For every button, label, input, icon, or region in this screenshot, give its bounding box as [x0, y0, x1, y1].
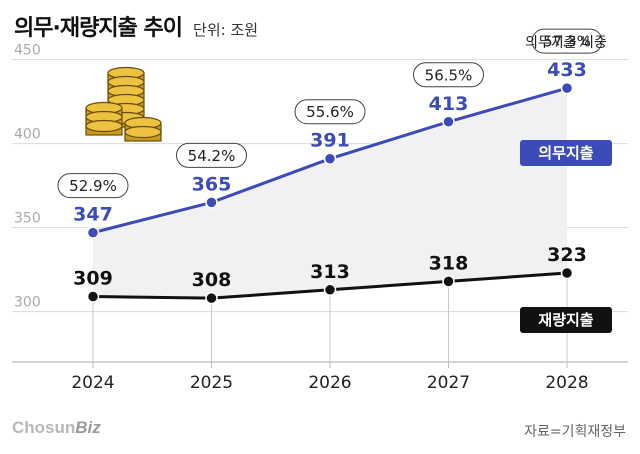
point-0-2024: [86, 226, 100, 239]
data-label-1-2027: 318: [429, 252, 469, 274]
point-1-2024: [86, 290, 100, 303]
point-0-2025: [205, 196, 218, 209]
point-1-2026: [323, 283, 337, 297]
data-label-0-2024: 347: [73, 204, 113, 226]
ratio-label-2028: 57.3%: [543, 33, 591, 51]
y-tick-450: 450: [14, 43, 41, 59]
data-label-1-2028: 323: [547, 244, 587, 266]
legend-discretionary-label: 재량지출: [538, 311, 593, 329]
y-tick-350: 350: [14, 211, 41, 227]
ratio-pill-2026: [294, 99, 366, 125]
logo-main: Chosun: [12, 418, 76, 437]
legend-mandatory: 의무지출: [520, 140, 612, 166]
y-tick-400: 400: [14, 127, 41, 143]
y-tick-300: 300: [14, 295, 41, 311]
ratio-label-2026: 55.6%: [306, 103, 354, 121]
data-label-1-2024: 309: [73, 267, 113, 289]
ratio-label-2027: 56.5%: [425, 66, 473, 84]
chart-unit: 단위: 조원: [193, 21, 259, 39]
logo-sub: Biz: [75, 418, 101, 437]
ratio-title: 의무지출 비중: [525, 35, 607, 51]
point-1-2025: [205, 291, 218, 305]
coin-top: [124, 125, 162, 139]
ratio-pill-2027: [413, 62, 484, 88]
data-label-0-2027: 413: [429, 93, 469, 115]
point-0-2026: [323, 152, 337, 165]
data-label-0-2025: 365: [192, 173, 232, 195]
chosunbiz-logo: ChosunBiz: [12, 418, 101, 438]
ratio-label-2024: 52.9%: [69, 177, 117, 195]
chart-title: 의무·재량지출 추이: [14, 16, 183, 41]
point-0-2028: [560, 81, 574, 95]
gap-area: [93, 88, 567, 299]
data-label-0-2026: 391: [310, 130, 350, 152]
coin-stack-icon: [85, 66, 162, 142]
x-tick-2025: 2025: [190, 373, 233, 393]
data-label-0-2028: 433: [547, 59, 587, 81]
ratio-pill-2028: [531, 28, 603, 54]
point-1-2027: [442, 275, 455, 288]
x-tick-2026: 2026: [308, 373, 351, 393]
data-label-1-2025: 308: [192, 269, 232, 291]
ratio-pill-2024: [57, 173, 129, 199]
point-0-2027: [442, 115, 455, 129]
coin-top: [85, 119, 123, 133]
x-tick-2028: 2028: [545, 373, 588, 393]
data-label-1-2026: 313: [310, 261, 350, 283]
point-1-2028: [560, 266, 574, 280]
title-area: 의무·재량지출 추이 단위: 조원: [14, 10, 258, 42]
x-tick-2024: 2024: [71, 373, 114, 393]
ratio-pill-2025: [176, 142, 247, 168]
legend-discretionary: 재량지출: [520, 307, 612, 333]
source-note: 자료=기획재정부: [524, 424, 626, 440]
ratio-label-2025: 54.2%: [188, 147, 236, 165]
legend-mandatory-label: 의무지출: [538, 144, 593, 162]
x-tick-2027: 2027: [427, 373, 470, 393]
